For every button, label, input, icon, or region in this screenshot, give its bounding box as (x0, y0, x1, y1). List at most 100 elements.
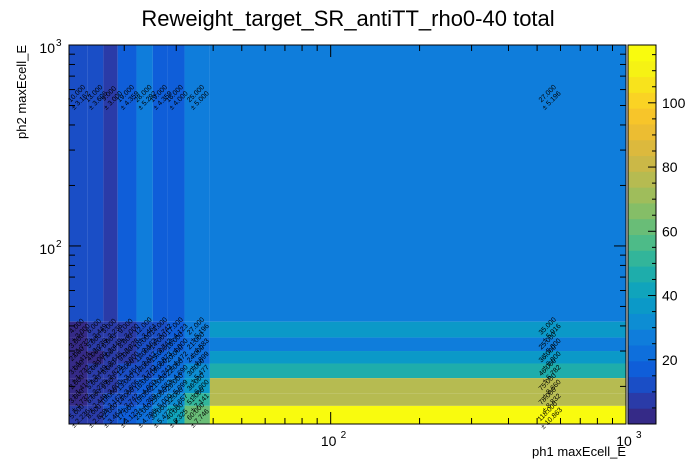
heatmap-cell (152, 363, 168, 379)
heatmap-cell (87, 405, 104, 424)
heatmap-cell (167, 363, 185, 379)
heatmap-cell (117, 321, 137, 338)
palette-swatch (628, 108, 656, 125)
heatmap-cell (117, 393, 137, 406)
palette-swatch (628, 123, 656, 141)
palette-tick-label: 40 (662, 288, 678, 304)
palette-frame (627, 44, 657, 425)
heatmap-cell (152, 393, 168, 406)
plot-frame (68, 44, 627, 425)
chart-title: Reweight_target_SR_antiTT_rho0-40 total (141, 6, 554, 31)
heatmap-cell (69, 351, 88, 364)
heatmap-cell (184, 405, 210, 424)
heatmap-cell (167, 393, 185, 406)
heatmap-cell (117, 378, 137, 394)
palette-swatch (628, 76, 656, 93)
palette-swatch (628, 360, 656, 378)
palette-swatch (628, 392, 656, 409)
palette-swatch (628, 92, 656, 109)
heatmap-cell (167, 321, 185, 338)
heatmap-cell (152, 351, 168, 364)
palette-swatch (628, 139, 656, 157)
heatmap-cell (69, 45, 88, 322)
palette-tick-label: 100 (662, 95, 686, 111)
heatmap-cell (209, 405, 626, 424)
heatmap-cell (103, 405, 118, 424)
heatmap-cell (136, 393, 153, 406)
heatmap-cell (184, 321, 210, 338)
heatmap-cell (136, 363, 153, 379)
heatmap-cell (87, 45, 104, 322)
heatmap-cell (87, 337, 104, 352)
x-tick-label-exponent: 3 (636, 430, 642, 441)
heatmap-cell (152, 45, 168, 322)
palette-swatch (628, 297, 656, 314)
heatmap-cell (87, 351, 104, 364)
x-tick-label: 10 (616, 433, 632, 449)
color-palette: 20 40 60 80 100 (627, 44, 686, 425)
y-axis-label: ph2 maxEcell_E (14, 45, 29, 139)
y-tick-label: 10 (39, 241, 55, 257)
heatmap-cell (103, 351, 118, 364)
heatmap-cell (167, 351, 185, 364)
heatmap-cell (117, 405, 137, 424)
heatmap-cell (136, 351, 153, 364)
heatmap-cell (136, 378, 153, 394)
heatmap-cell (152, 337, 168, 352)
heatmap-cell (69, 363, 88, 379)
y-tick-label: 10 (39, 40, 55, 56)
heatmap-cell (117, 363, 137, 379)
palette-swatch (628, 187, 656, 204)
heatmap-cell (152, 321, 168, 338)
heatmap-cell (103, 321, 118, 338)
heatmap-cell (152, 405, 168, 424)
palette-tick-label: 20 (662, 352, 678, 368)
palette-swatch (628, 266, 656, 283)
heatmap-cell (184, 378, 210, 394)
heatmap-cell (69, 337, 88, 352)
heatmap-cell (167, 45, 185, 322)
y-tick-label-exponent: 3 (56, 38, 62, 49)
heatmap-cell (117, 45, 137, 322)
palette-swatch (628, 155, 656, 172)
heatmap-cell (209, 45, 626, 322)
x-axis-label: ph1 maxEcell_E (532, 444, 626, 459)
heatmap-cell (69, 393, 88, 406)
heatmap-cell (117, 351, 137, 364)
heatmap-cell (69, 405, 88, 424)
heatmap-cell (209, 321, 626, 338)
heatmap-cell (87, 363, 104, 379)
heatmap-cell (103, 393, 118, 406)
heatmap-cell (152, 378, 168, 394)
heatmap-cell (136, 337, 153, 352)
palette-swatch (628, 329, 656, 346)
heatmap-cell (117, 337, 137, 352)
palette-swatch (628, 376, 656, 393)
heatmap-cell (103, 337, 118, 352)
heatmap-cell (167, 405, 185, 424)
palette-swatch (628, 60, 656, 78)
palette-swatch (628, 408, 656, 425)
heatmap-cell (87, 378, 104, 394)
heatmap-cell (184, 363, 210, 379)
heatmap-cell (136, 45, 153, 322)
x-tick-label-exponent: 2 (341, 430, 347, 441)
heatmap-cell (184, 45, 210, 322)
heatmap-cell (103, 45, 118, 322)
palette-swatch (628, 250, 656, 267)
y-tick-label-exponent: 2 (56, 239, 62, 250)
heatmap-cells (69, 45, 626, 424)
heatmap-cell (209, 393, 626, 406)
palette-tick-label: 60 (662, 223, 678, 239)
palette-swatch (628, 45, 656, 62)
palette-swatch (628, 202, 656, 220)
palette-swatch (628, 313, 656, 330)
heatmap-cell (209, 378, 626, 394)
palette-swatch (628, 171, 656, 188)
heatmap-cell (87, 321, 104, 338)
heatmap-cell (209, 351, 626, 364)
heatmap-cell (69, 378, 88, 394)
palette-swatch (628, 281, 656, 299)
heatmap-cell (167, 337, 185, 352)
